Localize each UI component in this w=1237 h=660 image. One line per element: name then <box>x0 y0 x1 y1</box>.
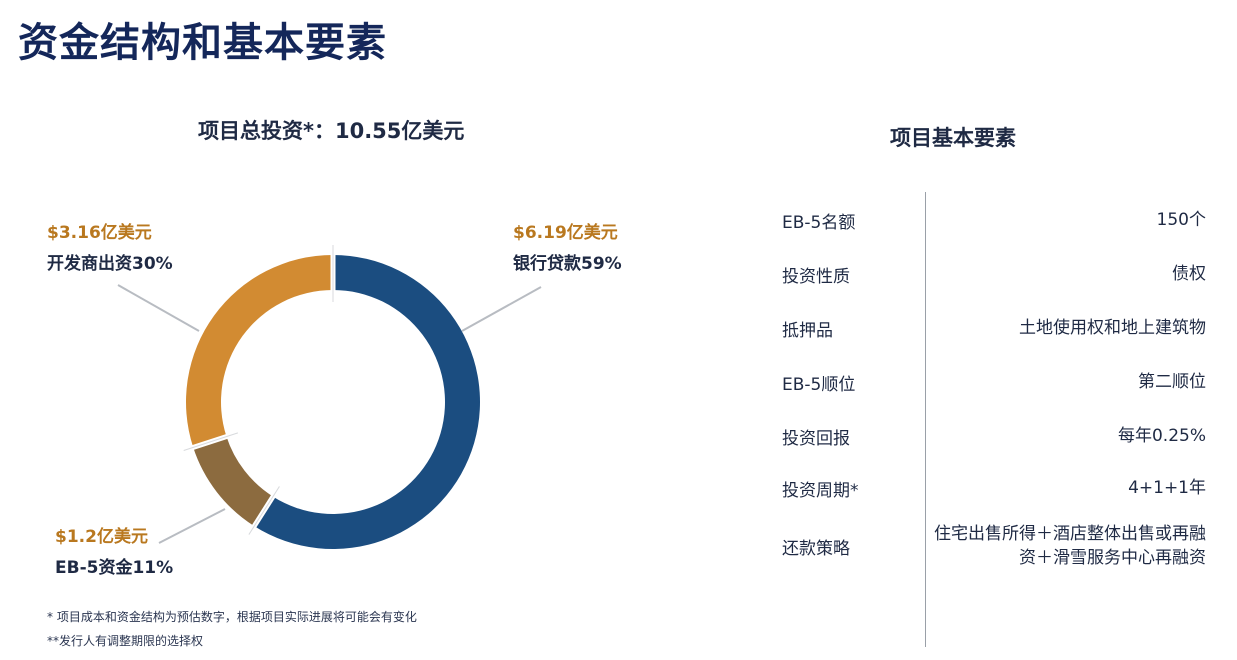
developer-equity-leader <box>117 284 200 332</box>
eb5-funds-leader <box>158 508 226 544</box>
slice-separator-edge <box>248 486 280 535</box>
developer-equity-amount: $3.16亿美元 <box>47 223 152 243</box>
slice-bank-loan <box>254 255 481 549</box>
element-value: 4+1+1年 <box>1128 478 1206 498</box>
element-key: EB-5顺位 <box>782 375 856 395</box>
eb5-funds-share: EB-5资金11% <box>55 558 174 578</box>
element-value: 住宅出售所得＋酒店整体出售或再融资＋滑雪服务中心再融资 <box>934 524 1206 568</box>
page-title: 资金结构和基本要素 <box>18 20 387 66</box>
developer-equity-share: 开发商出资30% <box>47 254 173 274</box>
footnote-term-option: **发行人有调整期限的选择权 <box>47 634 204 648</box>
element-key: 还款策略 <box>782 539 850 559</box>
element-key: EB-5名额 <box>782 213 856 233</box>
element-key: 投资回报 <box>782 429 850 449</box>
panel-divider <box>925 192 926 647</box>
donut-chart <box>117 245 542 549</box>
element-value: 第二顺位 <box>1138 372 1206 392</box>
bank-loan-label: $6.19亿美元 银行贷款59% <box>513 221 622 276</box>
bank-loan-amount: $6.19亿美元 <box>513 223 618 243</box>
element-value: 150个 <box>1156 210 1206 230</box>
slice-eb5-funds <box>193 436 273 527</box>
element-value: 每年0.25% <box>1117 426 1206 446</box>
chart-title: 项目总投资*：10.55亿美元 <box>198 119 465 143</box>
element-value: 土地使用权和地上建筑物 <box>1019 318 1206 338</box>
slice-developer-equity <box>185 255 333 448</box>
eb5-funds-amount: $1.2亿美元 <box>55 527 148 547</box>
panel-title: 项目基本要素 <box>890 126 1016 150</box>
bank-loan-leader <box>461 286 542 332</box>
footnote-cost-estimate: * 项目成本和资金结构为预估数字，根据项目实际进展将可能会有变化 <box>47 610 417 624</box>
eb5-funds-label: $1.2亿美元 EB-5资金11% <box>55 525 173 580</box>
element-key: 抵押品 <box>782 321 833 341</box>
developer-equity-label: $3.16亿美元 开发商出资30% <box>47 221 173 276</box>
slice-separator-edge <box>183 432 239 451</box>
element-key: 投资性质 <box>782 267 850 287</box>
element-value: 债权 <box>1172 264 1206 284</box>
bank-loan-share: 银行贷款59% <box>513 254 622 274</box>
element-key: 投资周期* <box>782 481 859 501</box>
